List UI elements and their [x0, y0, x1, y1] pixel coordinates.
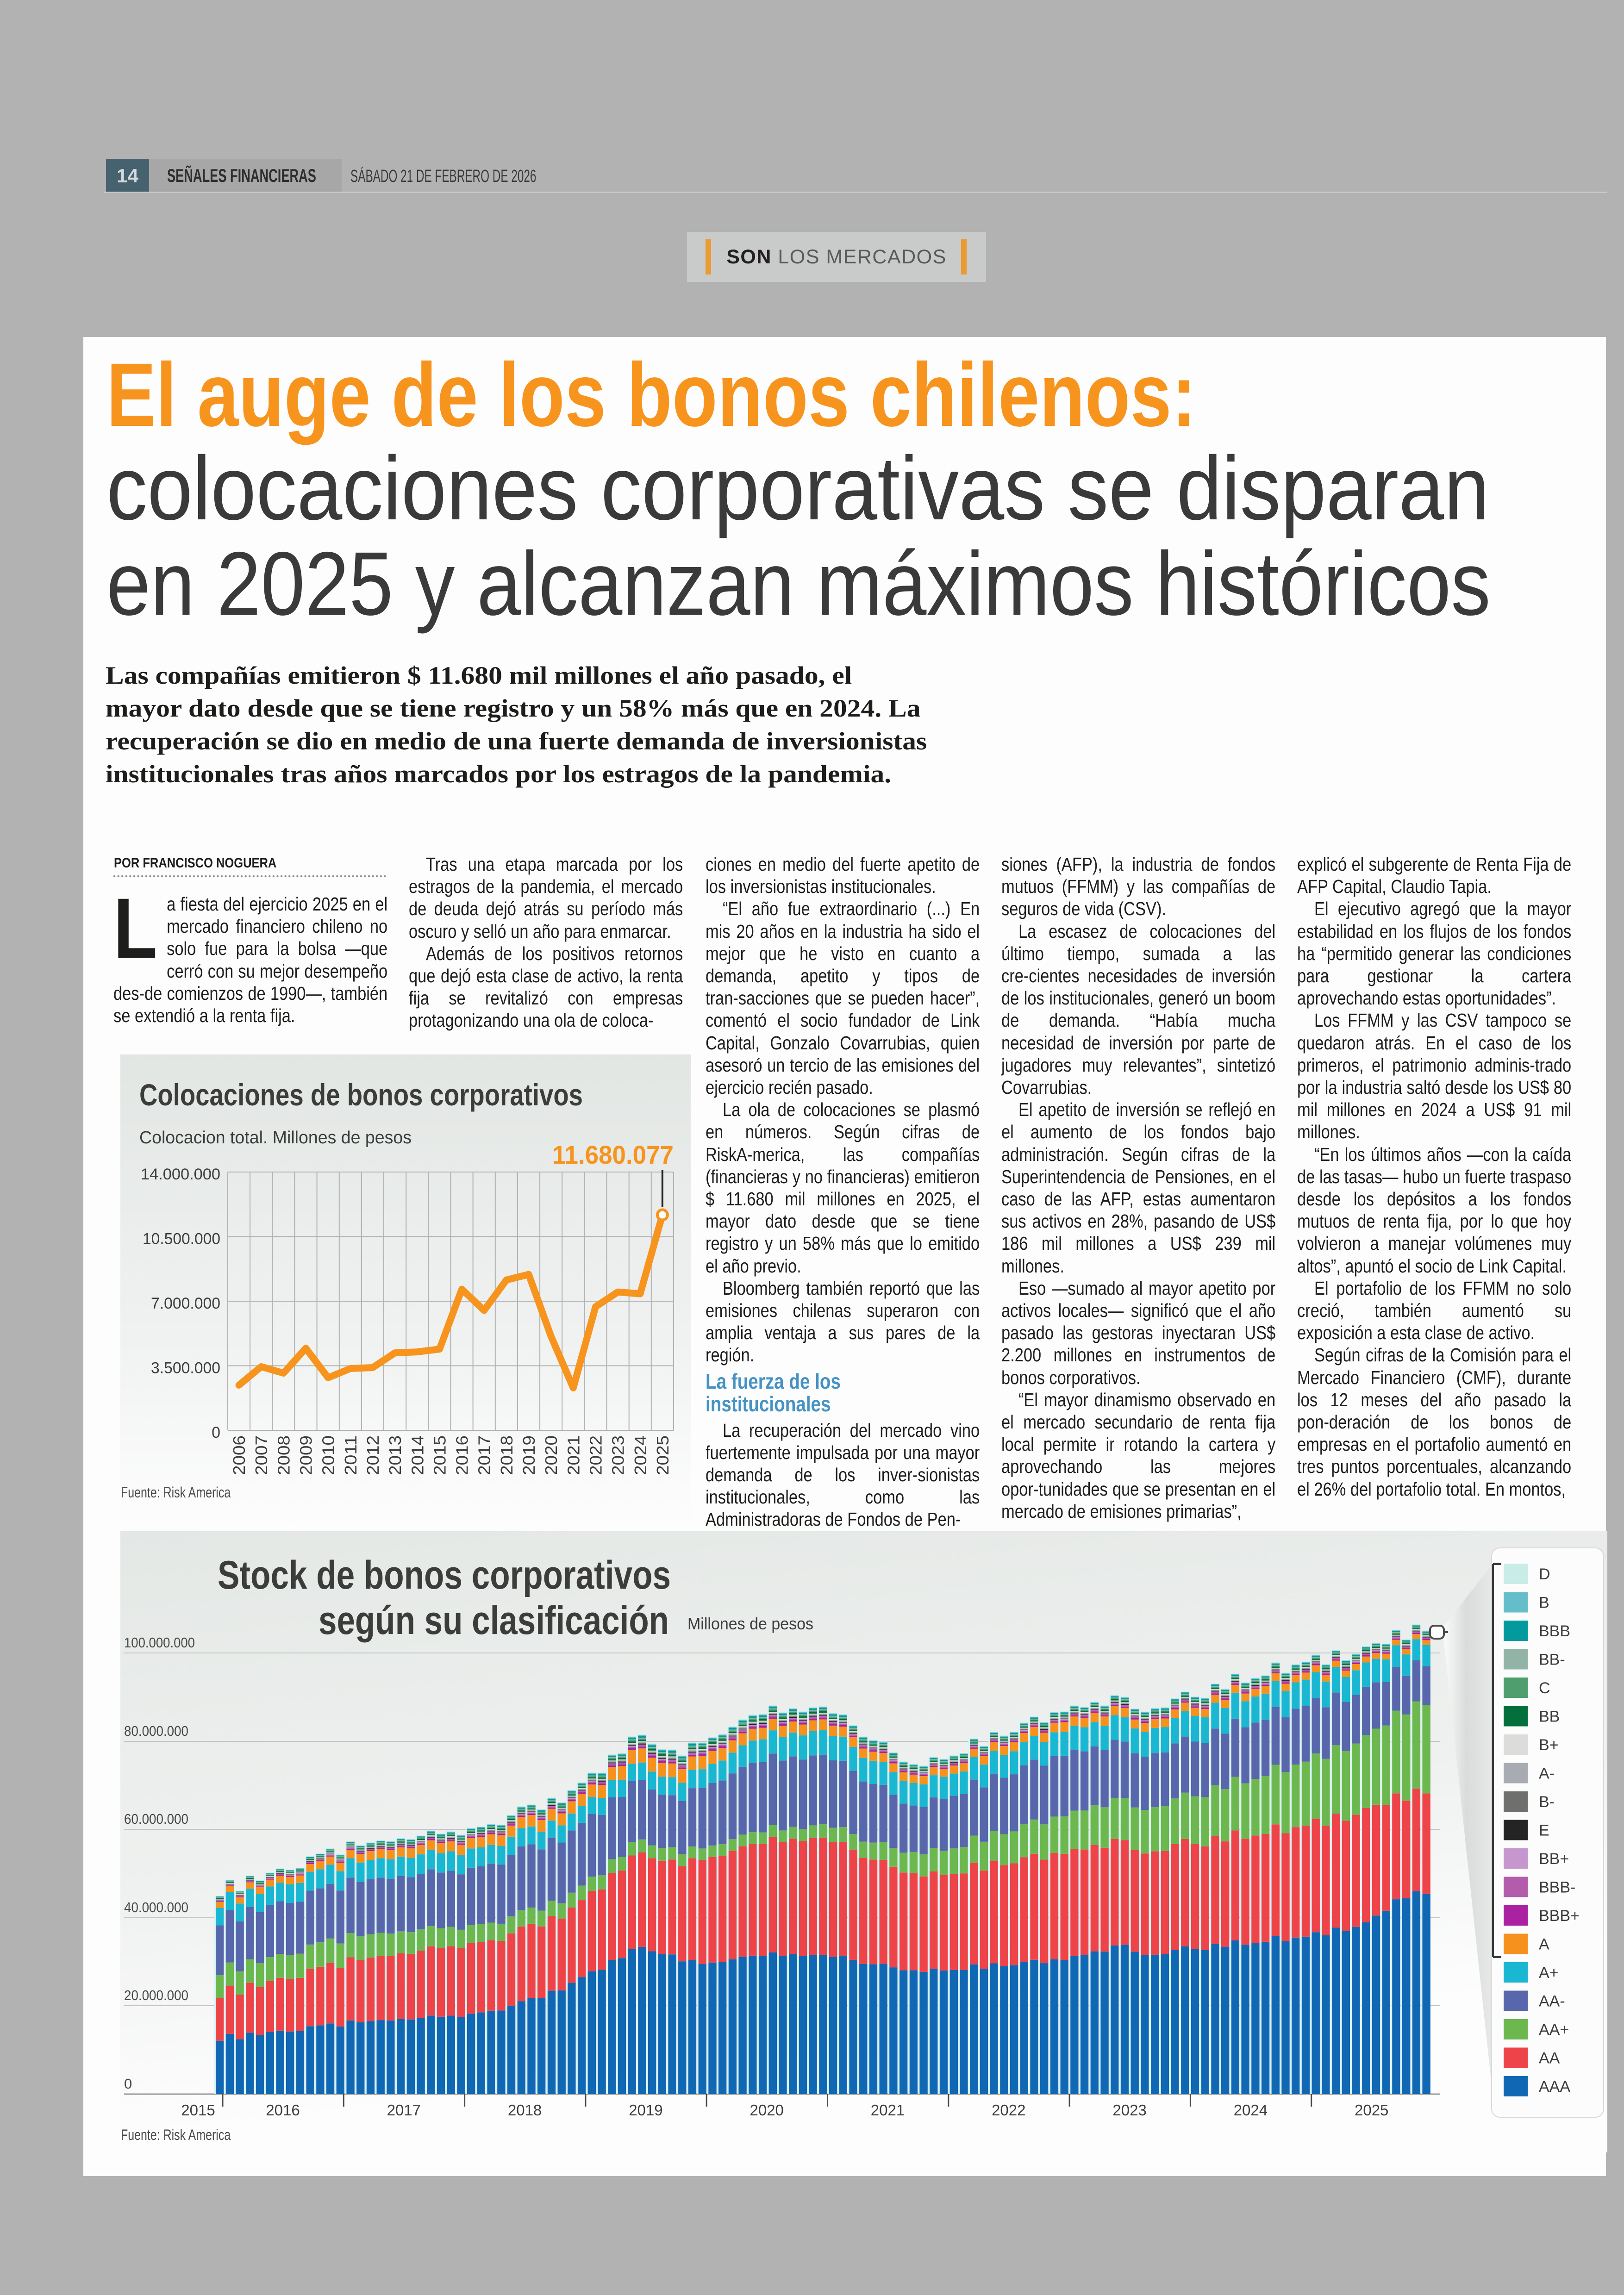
svg-text:2015: 2015: [430, 1435, 449, 1475]
svg-text:BB+: BB+: [1539, 1850, 1569, 1868]
svg-text:C: C: [1539, 1679, 1550, 1697]
svg-text:2010: 2010: [319, 1435, 338, 1475]
svg-text:60.000.000: 60.000.000: [124, 1811, 188, 1827]
svg-text:2023: 2023: [609, 1435, 628, 1475]
svg-text:BBB+: BBB+: [1539, 1907, 1580, 1925]
svg-text:2025: 2025: [653, 1435, 672, 1475]
svg-text:2020: 2020: [750, 2102, 783, 2119]
svg-text:2016: 2016: [266, 2102, 300, 2119]
svg-text:2022: 2022: [992, 2102, 1025, 2119]
svg-text:0: 0: [124, 2076, 132, 2092]
svg-text:AA: AA: [1539, 2050, 1560, 2067]
svg-text:AA+: AA+: [1539, 2021, 1569, 2039]
svg-text:B-: B-: [1539, 1793, 1555, 1811]
svg-text:2014: 2014: [408, 1435, 427, 1475]
svg-text:A: A: [1539, 1936, 1549, 1953]
svg-text:2021: 2021: [564, 1435, 583, 1475]
svg-text:2019: 2019: [519, 1435, 538, 1475]
svg-text:2012: 2012: [363, 1435, 382, 1475]
svg-text:2023: 2023: [1112, 2102, 1146, 2119]
svg-text:2020: 2020: [542, 1435, 561, 1475]
svg-text:100.000.000: 100.000.000: [124, 1634, 195, 1651]
svg-text:B+: B+: [1539, 1736, 1559, 1754]
svg-text:Colocaciones de bonos corporat: Colocaciones de bonos corporativos: [139, 1078, 583, 1112]
svg-text:10.500.000: 10.500.000: [143, 1230, 220, 1248]
svg-text:2018: 2018: [497, 1435, 516, 1475]
svg-text:Stock de bonos corporativos: Stock de bonos corporativos: [218, 1553, 671, 1597]
svg-text:2017: 2017: [387, 2102, 421, 2119]
svg-text:Colocacion total. Millones de: Colocacion total. Millones de pesos: [139, 1128, 412, 1148]
svg-text:2008: 2008: [274, 1435, 293, 1475]
svg-text:BBB: BBB: [1539, 1622, 1570, 1640]
svg-text:2006: 2006: [230, 1435, 249, 1475]
svg-text:2024: 2024: [631, 1435, 650, 1475]
svg-text:2007: 2007: [252, 1435, 271, 1475]
svg-text:BBB-: BBB-: [1539, 1879, 1575, 1896]
svg-text:2011: 2011: [341, 1435, 360, 1475]
svg-text:A-: A-: [1539, 1765, 1555, 1783]
svg-text:BB-: BB-: [1539, 1651, 1565, 1669]
svg-text:D: D: [1539, 1565, 1550, 1583]
svg-text:2017: 2017: [475, 1435, 494, 1475]
svg-text:B: B: [1539, 1594, 1549, 1612]
svg-text:Millones de pesos: Millones de pesos: [687, 1614, 813, 1633]
svg-text:AAA: AAA: [1539, 2078, 1570, 2095]
svg-text:2022: 2022: [587, 1435, 606, 1475]
svg-text:3.500.000: 3.500.000: [151, 1360, 220, 1377]
svg-text:11.680.077: 11.680.077: [552, 1140, 674, 1169]
svg-text:2015: 2015: [181, 2102, 215, 2119]
svg-text:14.000.000: 14.000.000: [141, 1166, 220, 1183]
svg-text:2013: 2013: [386, 1435, 405, 1475]
svg-text:2016: 2016: [453, 1435, 472, 1475]
svg-text:AA-: AA-: [1539, 1993, 1565, 2010]
svg-text:A+: A+: [1539, 1964, 1559, 1982]
svg-text:2021: 2021: [871, 2102, 905, 2119]
svg-text:2018: 2018: [508, 2102, 542, 2119]
svg-text:80.000.000: 80.000.000: [124, 1723, 188, 1739]
svg-text:20.000.000: 20.000.000: [124, 1987, 188, 2003]
svg-text:2009: 2009: [297, 1435, 316, 1475]
svg-text:7.000.000: 7.000.000: [151, 1295, 220, 1312]
svg-text:2024: 2024: [1234, 2102, 1268, 2119]
svg-text:0: 0: [212, 1424, 220, 1441]
svg-text:2025: 2025: [1355, 2102, 1388, 2119]
svg-text:2019: 2019: [629, 2102, 662, 2119]
svg-text:BB: BB: [1539, 1708, 1560, 1726]
svg-text:E: E: [1539, 1822, 1549, 1840]
svg-text:40.000.000: 40.000.000: [124, 1899, 188, 1915]
svg-text:según su clasificación: según su clasificación: [319, 1598, 669, 1643]
